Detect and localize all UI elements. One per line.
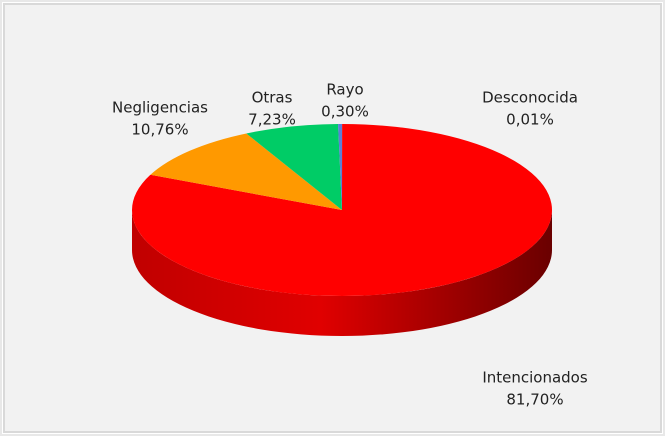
pie (132, 124, 552, 336)
slice-label-value: 7,23% (248, 111, 296, 129)
slice-label-value: 0,01% (506, 111, 554, 129)
slice-label-value: 81,70% (506, 391, 563, 409)
slice-label-name: Negligencias (112, 99, 208, 117)
slice-label-name: Rayo (326, 81, 363, 99)
slice-label-value: 0,30% (321, 103, 369, 121)
slice-label-value: 10,76% (131, 121, 188, 139)
slice-label-name: Intencionados (482, 369, 588, 387)
slice-label-name: Desconocida (482, 89, 578, 107)
slice-label-name: Otras (252, 89, 293, 107)
